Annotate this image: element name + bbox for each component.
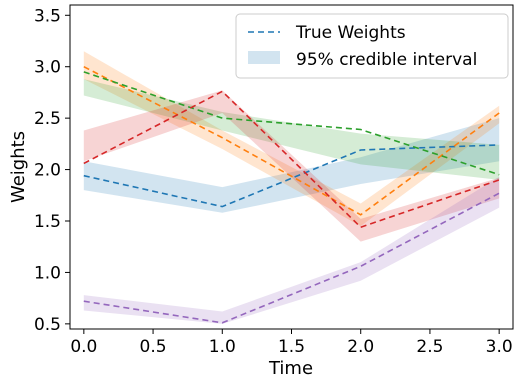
y-axis-ticks: 0.5 1.0 1.5 2.0 2.5 3.0 3.5 <box>34 6 70 335</box>
y-tick-label: 2.0 <box>34 161 61 181</box>
x-tick-label: 1.5 <box>278 337 305 357</box>
x-tick-label: 2.0 <box>347 337 374 357</box>
true-weight-line-3 <box>83 71 500 176</box>
y-tick-label: 1.0 <box>34 263 61 283</box>
x-axis-label: Time <box>268 358 313 377</box>
x-tick-label: 0.0 <box>70 337 97 357</box>
true-weight-line-2 <box>83 65 500 216</box>
legend-interval-swatch <box>248 51 280 64</box>
legend-true-weights-label: True Weights <box>295 23 406 43</box>
y-axis-label: Weights <box>8 131 29 203</box>
true-weight-line-1 <box>83 144 500 208</box>
y-tick-label: 0.5 <box>34 315 61 335</box>
y-tick-label: 2.5 <box>34 109 61 129</box>
credible-band-3 <box>83 79 500 180</box>
true-weight-lines <box>83 65 500 324</box>
x-axis-ticks: 0.0 0.5 1.0 1.5 2.0 2.5 3.0 <box>70 329 513 357</box>
legend-interval-label: 95% credible interval <box>296 50 477 70</box>
true-weight-line-4 <box>83 90 500 229</box>
x-tick-label: 1.0 <box>209 337 236 357</box>
credible-band-1 <box>83 118 500 213</box>
y-tick-label: 3.5 <box>34 6 61 26</box>
x-tick-label: 0.5 <box>140 337 167 357</box>
y-tick-label: 1.5 <box>34 212 61 232</box>
x-tick-label: 2.5 <box>416 337 443 357</box>
legend: True Weights 95% credible interval <box>235 13 509 79</box>
y-tick-label: 3.0 <box>34 58 61 78</box>
legend-box <box>235 13 509 79</box>
credible-band-4 <box>83 90 500 242</box>
x-tick-label: 3.0 <box>486 337 513 357</box>
true-weight-line-5 <box>83 192 500 324</box>
credible-band-2 <box>83 51 500 227</box>
